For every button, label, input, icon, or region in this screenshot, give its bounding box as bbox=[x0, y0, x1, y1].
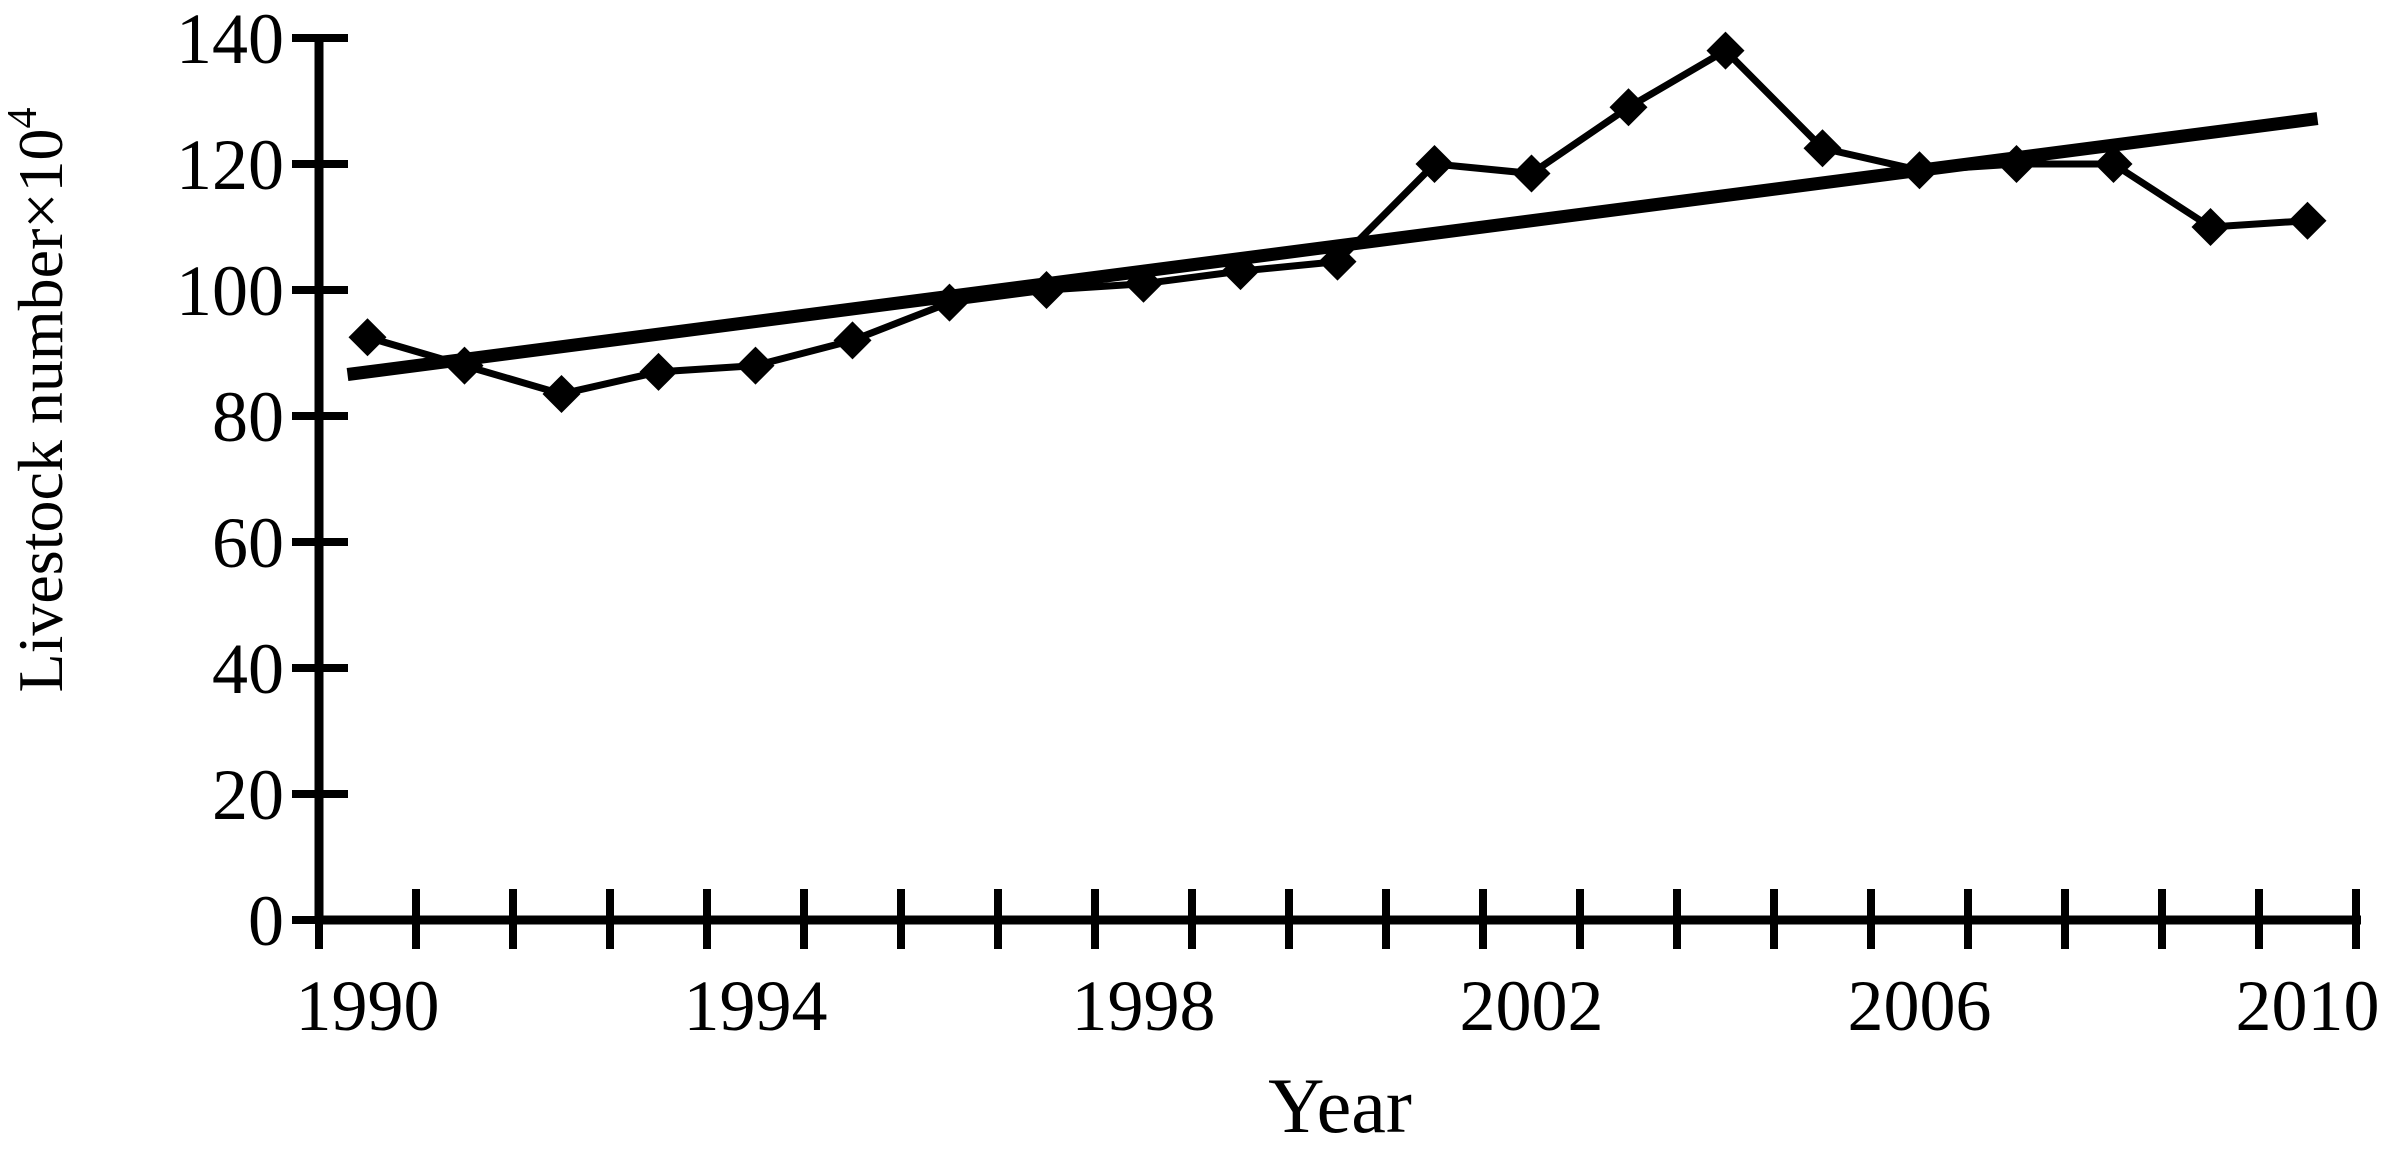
trend-line bbox=[346, 112, 2319, 381]
data-point-marker bbox=[2094, 145, 2133, 183]
data-point-marker bbox=[348, 318, 387, 357]
data-point-marker bbox=[2191, 208, 2230, 246]
data-series-layer bbox=[348, 31, 2327, 413]
x-tick-label: 1998 bbox=[1072, 966, 1216, 1046]
x-tick-label: 1994 bbox=[684, 966, 828, 1046]
data-point-marker bbox=[445, 346, 484, 385]
axes-layer bbox=[292, 34, 2361, 949]
data-point-marker bbox=[542, 374, 581, 413]
y-axis-title: Livestock number×104 bbox=[0, 108, 76, 693]
y-tick-label: 100 bbox=[176, 251, 284, 331]
axis-labels-layer: 0 20 40 60 80 100 120 140 1990 1994 1998 2002 2006 20… bbox=[0, 0, 2380, 1046]
x-tick-label: 2006 bbox=[1848, 966, 1992, 1046]
data-point-marker bbox=[930, 283, 969, 322]
data-point-marker bbox=[1706, 31, 1745, 70]
x-tick-label: 2002 bbox=[1460, 966, 1604, 1046]
data-point-marker bbox=[736, 346, 775, 385]
data-point-marker bbox=[1900, 151, 1939, 190]
data-point-marker bbox=[639, 352, 678, 391]
data-point-marker bbox=[1415, 145, 1454, 183]
data-point-marker bbox=[833, 321, 872, 360]
y-tick-label: 140 bbox=[176, 0, 284, 79]
trend-line-layer bbox=[346, 112, 2319, 381]
data-point-marker bbox=[1512, 154, 1551, 193]
y-tick-label: 40 bbox=[212, 629, 284, 709]
x-tick-label: 2010 bbox=[2236, 966, 2380, 1046]
data-point-marker bbox=[1997, 145, 2036, 183]
y-tick-label: 60 bbox=[212, 503, 284, 583]
data-point-marker bbox=[1027, 271, 1066, 309]
y-tick-label: 0 bbox=[248, 881, 284, 961]
series-line bbox=[364, 47, 2311, 398]
x-tick-label: 1990 bbox=[296, 966, 440, 1046]
x-axis-title: Year bbox=[1268, 1062, 1412, 1149]
data-point-marker bbox=[1609, 88, 1648, 127]
data-point-marker bbox=[1124, 264, 1163, 303]
y-tick-label: 80 bbox=[212, 377, 284, 457]
data-point-marker bbox=[2288, 201, 2327, 240]
data-point-marker bbox=[1318, 242, 1357, 281]
data-point-marker bbox=[1221, 252, 1260, 291]
data-point-marker bbox=[1803, 129, 1842, 168]
y-tick-label: 120 bbox=[176, 125, 284, 205]
y-tick-label: 20 bbox=[212, 755, 284, 835]
